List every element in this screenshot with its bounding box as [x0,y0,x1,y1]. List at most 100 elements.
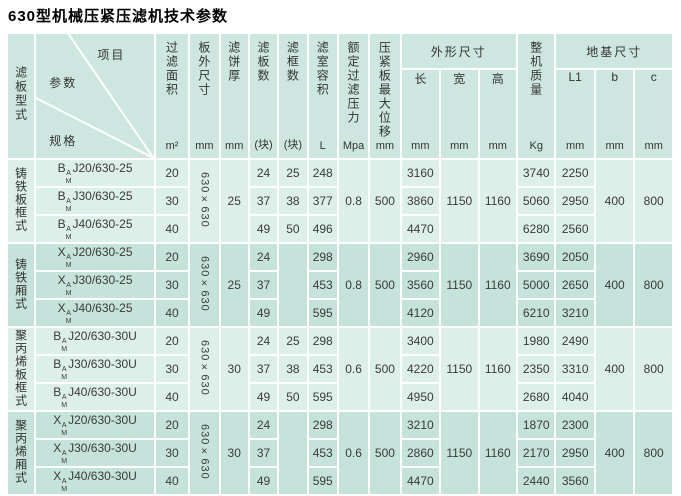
col-unit: Kg [529,140,543,152]
cell-l1: 2300 [556,412,594,438]
sub-label: L1 [568,70,582,84]
spec-table: 滤板型式 项目 参数 规格 过滤面积 m² 板外尺寸 mm [6,32,674,496]
cell-chamber-volume: 377 [308,188,337,214]
cell-l1: 4040 [556,384,594,410]
cell-plate-count: 24 [249,412,278,438]
cell-weight: 2350 [518,356,555,382]
cell-c: 800 [635,244,672,326]
cell-length: 3160 [401,160,440,186]
cell-chamber-volume: 496 [308,216,337,242]
outline-dimensions-header: 外形尺寸 [401,34,516,68]
cell-rated-pressure: 0.6 [338,328,369,410]
cell-chamber-volume: 595 [308,468,337,494]
cell-width: 1150 [441,328,478,410]
plate-type-header: 滤板型式 [8,34,35,158]
cell-cake-thickness: 25 [220,160,248,242]
sub-unit: mm [566,140,585,152]
cell-filter-area: 40 [155,468,189,494]
group-type-label: 铸铁板框式 [8,160,35,242]
corner-diagonal-lines [36,34,154,158]
cell-weight: 6280 [518,216,555,242]
cell-model: B A M J30/630-30U [36,356,154,382]
cell-frame-count: 50 [279,384,307,410]
corner-label-item: 项目 [97,48,126,63]
cell-model: X A M J20/630-25 [36,244,154,270]
cell-width: 1150 [441,412,478,494]
cell-weight: 1980 [518,328,555,354]
col-header-plate-count: 滤板数 (块) [249,34,278,158]
cell-plate-size: 630×630 [190,244,219,326]
cell-model: X A M J30/630-25 [36,272,154,298]
col-header-plate-size: 板外尺寸 mm [190,34,219,158]
cell-l1: 2950 [556,188,594,214]
cell-l1: 2250 [556,160,594,186]
sub-unit: mm [411,140,430,152]
cell-filter-area: 40 [155,300,189,326]
cell-chamber-volume: 595 [308,384,337,410]
col-label: 板外尺寸 [196,41,211,97]
cell-filter-area: 30 [155,356,189,382]
sub-unit: mm [644,140,663,152]
cell-plate-count: 24 [249,328,278,354]
cell-max-displacement: 500 [370,412,400,494]
cell-length: 2860 [401,440,440,466]
page-title: 630型机械压紧压滤机技术参数 [8,8,229,25]
cell-weight: 5060 [518,188,555,214]
cell-length: 2960 [401,244,440,270]
sub-label: c [650,70,657,84]
sub-unit: mm [450,140,469,152]
col-header-frame-count: 滤框数 (块) [279,34,307,158]
cell-frame-count: 25 [279,160,307,186]
cell-filter-area: 40 [155,216,189,242]
cell-plate-count: 37 [249,356,278,382]
col-header-filter-area: 过滤面积 m² [155,34,189,158]
cell-max-displacement: 500 [370,328,400,410]
cell-plate-size: 630×630 [190,328,219,410]
cell-length: 3560 [401,272,440,298]
cell-cake-thickness: 30 [220,412,248,494]
col-header-max-displacement: 压紧板最大位移 mm [370,34,400,158]
sub-label: b [611,70,618,84]
col-header-machine-weight: 整机质量 Kg [518,34,555,158]
cell-chamber-volume: 453 [308,272,337,298]
cell-plate-size: 630×630 [190,412,219,494]
cell-max-displacement: 500 [370,160,400,242]
col-unit: (块) [283,139,303,151]
cell-c: 800 [635,412,672,494]
cell-length: 4120 [401,300,440,326]
sub-unit: mm [605,140,624,152]
cell-model: B A M J20/630-30U [36,328,154,354]
cell-b: 400 [595,160,634,242]
cell-weight: 2170 [518,440,555,466]
col-header-chamber-volume: 滤室容积 L [308,34,337,158]
cell-cake-thickness: 30 [220,328,248,410]
sub-unit: mm [488,140,507,152]
sub-label: 长 [414,72,427,86]
col-unit: (块) [254,139,273,151]
cell-b: 400 [595,328,634,410]
cell-plate-count: 49 [249,300,278,326]
cell-cake-thickness: 25 [220,244,248,326]
cell-l1: 2650 [556,272,594,298]
cell-plate-count: 24 [249,160,278,186]
cell-height: 1160 [479,160,516,242]
col-label: 过滤面积 [164,41,179,97]
cell-rated-pressure: 0.6 [338,412,369,494]
group-type-label: 铸铁厢式 [8,244,35,326]
cell-rated-pressure: 0.8 [338,160,369,242]
cell-plate-size: 630×630 [190,160,219,242]
cell-chamber-volume: 298 [308,244,337,270]
cell-filter-area: 20 [155,412,189,438]
cell-plate-count: 49 [249,468,278,494]
sub-header-height: 高 mm [479,70,516,158]
cell-filter-area: 30 [155,440,189,466]
cell-frame-count [279,244,307,326]
col-label: 滤室容积 [315,41,330,97]
cell-weight: 2440 [518,468,555,494]
corner-header-cell: 项目 参数 规格 [36,34,154,158]
cell-chamber-volume: 453 [308,440,337,466]
sub-label: 高 [491,72,504,86]
col-label: 额定过滤压力 [346,41,361,125]
cell-width: 1150 [441,160,478,242]
col-header-rated-pressure: 额定过滤压力 Mpa [338,34,369,158]
